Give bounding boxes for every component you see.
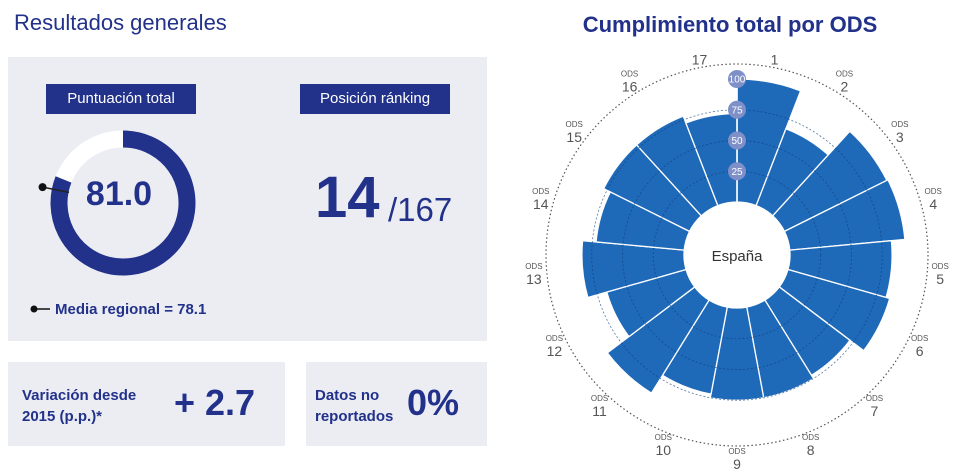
total-score-label: Puntuación total (46, 84, 196, 114)
variation-panel: Variación desde 2015 (p.p.)* + 2.7 (8, 362, 285, 446)
ods-prefix-label: ODS (866, 394, 883, 403)
ods-prefix-label: ODS (836, 70, 853, 79)
ods-number-label-1: 1 (771, 51, 779, 67)
ods-prefix-label: ODS (532, 187, 549, 196)
radial-tick-label-25: 25 (731, 167, 743, 178)
overall-results-panel: Puntuación total Posición ránking 81.0 1… (8, 57, 487, 341)
regional-average-tick (42, 186, 70, 194)
ods-number-label-12: 12 (547, 343, 563, 359)
ods-number-label-10: 10 (656, 442, 672, 458)
section-title: Resultados generales (14, 10, 227, 35)
score-donut (38, 130, 196, 276)
ods-number-label-13: 13 (526, 271, 542, 287)
ods-number-label-2: 2 (840, 79, 848, 95)
ods-prefix-label: ODS (691, 50, 708, 51)
ods-prefix-label: ODS (621, 70, 638, 79)
variation-value: + 2.7 (174, 382, 256, 423)
radial-tick-bubble-25 (728, 162, 746, 181)
regional-average-dot (38, 183, 47, 192)
ods-number-label-5: 5 (936, 271, 944, 287)
ods-number-label-11: 11 (592, 403, 607, 419)
ods-number-label-4: 4 (929, 196, 937, 212)
ods-prefix-label: ODS (728, 447, 745, 456)
grid-ring-50 (622, 140, 852, 370)
ods-prefix-label: ODS (566, 120, 583, 129)
donut-score-arc (50, 130, 196, 276)
grid-ring-25 (652, 170, 822, 340)
ods-prefix-label: ODS (891, 120, 908, 129)
radial-tick-bubble-50 (728, 131, 746, 150)
ods-number-label-6: 6 (916, 343, 924, 359)
radial-tick-label-100: 100 (729, 75, 746, 86)
ods-prefix-label: ODS (802, 433, 819, 442)
ods-prefix-label: ODS (591, 394, 608, 403)
radial-tick-label-50: 50 (731, 136, 743, 147)
ods-number-label-9: 9 (733, 456, 741, 470)
ranking-position: 14 (315, 165, 380, 230)
ods-number-label-3: 3 (896, 129, 904, 145)
ods-prefix-label: ODS (525, 262, 542, 271)
radial-tick-label-75: 75 (731, 105, 743, 116)
radial-tick-bubble-75 (728, 100, 746, 119)
ods-number-label-7: 7 (871, 403, 879, 419)
regional-average-legend-marker (30, 305, 50, 313)
sdg-radial-bar-chart: España255075100ODS1ODS2ODS3ODS4ODS5ODS6O… (525, 50, 949, 470)
radial-tick-bubble-100 (728, 70, 746, 88)
ods-number-label-15: 15 (566, 129, 582, 145)
regional-average-label: Media regional = 78.1 (55, 301, 207, 318)
ranking-total: /167 (388, 191, 453, 228)
ranking-label: Posición ránking (300, 84, 450, 114)
missing-data-panel: Datos no reportados 0% (306, 362, 487, 446)
ods-prefix-label: ODS (925, 187, 942, 196)
missing-data-label: Datos no reportados (315, 387, 394, 425)
ods-prefix-label: ODS (911, 334, 928, 343)
ods-number-label-16: 16 (622, 79, 638, 95)
center-circle (684, 202, 790, 308)
total-score-value: 81.0 (85, 175, 153, 213)
ods-number-label-8: 8 (807, 442, 815, 458)
ods-prefix-label: ODS (655, 433, 672, 442)
center-label: España (712, 248, 764, 265)
ods-prefix-label: ODS (546, 334, 563, 343)
ods-number-label-17: 17 (692, 51, 708, 67)
outer-ring (545, 63, 929, 447)
ods-prefix-label: ODS (766, 50, 783, 51)
ods-number-label-14: 14 (533, 196, 549, 212)
missing-data-value: 0% (407, 382, 460, 423)
ods-prefix-label: ODS (931, 262, 948, 271)
variation-label: Variación desde 2015 (p.p.)* (22, 387, 137, 425)
chart-title: Cumplimiento total por ODS (582, 12, 878, 37)
